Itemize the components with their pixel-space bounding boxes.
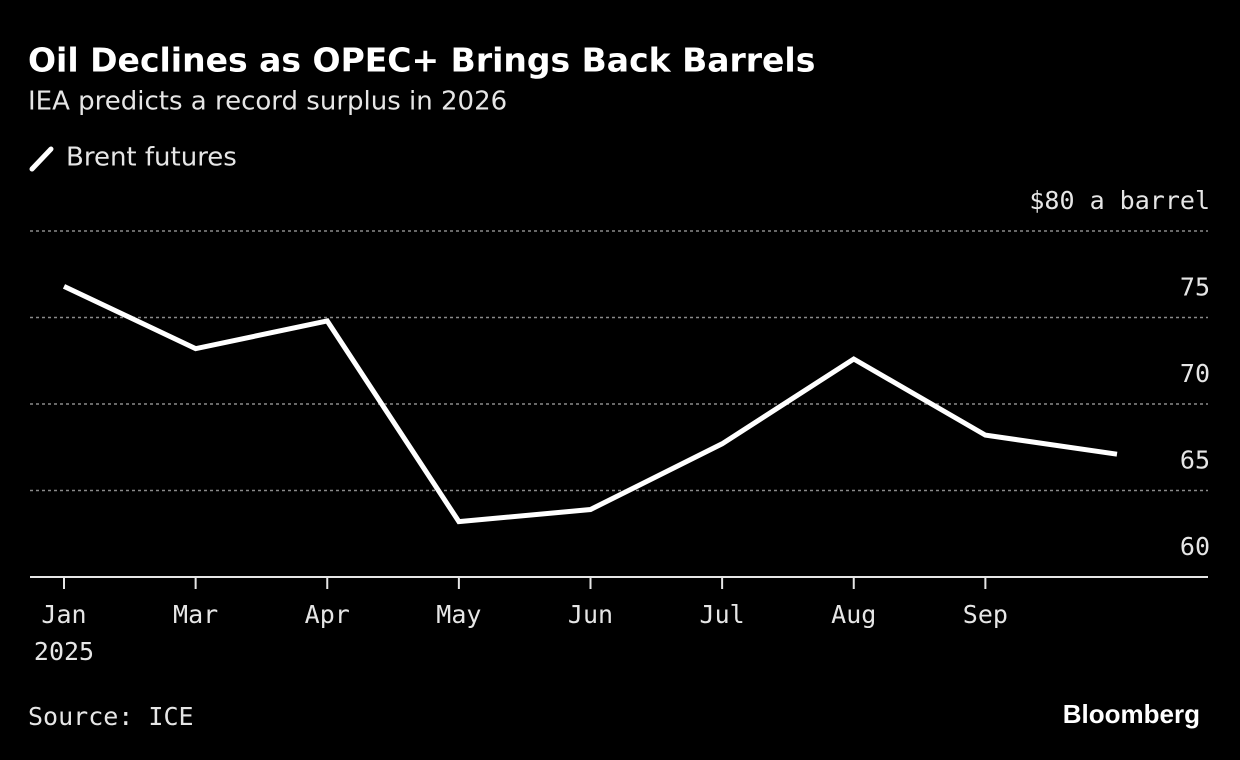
x-tick-label: Mar [173, 600, 218, 629]
legend-label: Brent futures [66, 143, 237, 173]
x-tick-label: Jul [700, 600, 745, 629]
brand: Bloomberg [1063, 699, 1200, 729]
y-tick-label: 75 [1180, 273, 1210, 302]
x-tick-label: May [436, 600, 481, 629]
x-tick-label: Jan [41, 600, 86, 629]
chart-subtitle: IEA predicts a record surplus in 2026 [28, 87, 507, 117]
data-line [62, 284, 1118, 525]
y-tick-label: $80 a barrel [1029, 186, 1210, 215]
y-tick-label: 60 [1180, 532, 1210, 561]
x-tick-label: Sep [963, 600, 1008, 629]
y-tick-label: 70 [1180, 359, 1210, 388]
y-tick-label: 65 [1180, 446, 1210, 475]
source: Source: ICE [28, 702, 194, 731]
x-tick-label: Jun [568, 600, 613, 629]
legend-key [29, 146, 54, 172]
x-year-label: 2025 [34, 637, 94, 666]
x-tick-label: Apr [305, 600, 350, 629]
chart-title: Oil Declines as OPEC+ Brings Back Barrel… [28, 41, 815, 80]
x-tick-label: Aug [831, 600, 876, 629]
